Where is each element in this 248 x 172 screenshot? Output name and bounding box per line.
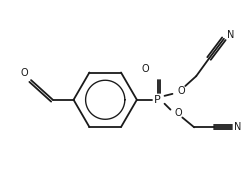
Text: O: O [174, 108, 182, 118]
Text: O: O [177, 86, 185, 96]
Text: N: N [227, 30, 234, 40]
Text: N: N [234, 122, 241, 132]
Text: P: P [154, 95, 161, 105]
Text: O: O [21, 68, 28, 78]
Text: O: O [142, 64, 150, 74]
